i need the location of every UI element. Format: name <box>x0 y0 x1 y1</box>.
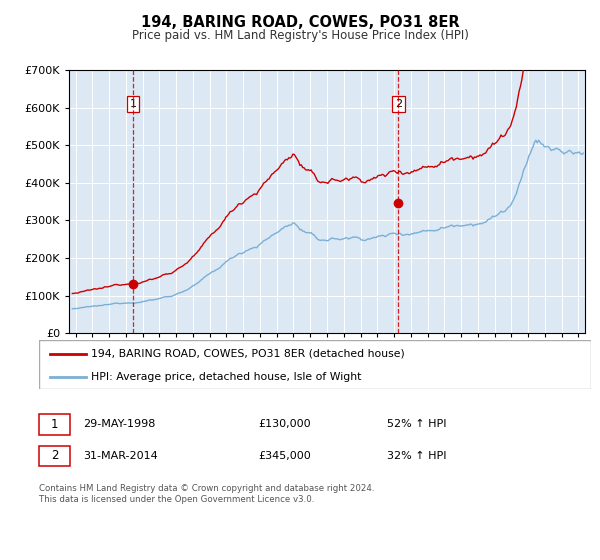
Text: 1: 1 <box>51 418 58 431</box>
Text: 52% ↑ HPI: 52% ↑ HPI <box>387 419 446 430</box>
Text: HPI: Average price, detached house, Isle of Wight: HPI: Average price, detached house, Isle… <box>91 372 362 382</box>
Text: 194, BARING ROAD, COWES, PO31 8ER: 194, BARING ROAD, COWES, PO31 8ER <box>140 15 460 30</box>
Text: £345,000: £345,000 <box>258 451 311 461</box>
Text: Contains HM Land Registry data © Crown copyright and database right 2024.
This d: Contains HM Land Registry data © Crown c… <box>39 484 374 504</box>
Text: 2: 2 <box>395 99 402 109</box>
Text: 1: 1 <box>130 99 136 109</box>
Text: 31-MAR-2014: 31-MAR-2014 <box>83 451 158 461</box>
Text: £130,000: £130,000 <box>258 419 311 430</box>
Text: 29-MAY-1998: 29-MAY-1998 <box>83 419 156 430</box>
Text: 194, BARING ROAD, COWES, PO31 8ER (detached house): 194, BARING ROAD, COWES, PO31 8ER (detac… <box>91 349 405 359</box>
Text: 32% ↑ HPI: 32% ↑ HPI <box>387 451 446 461</box>
Text: Price paid vs. HM Land Registry's House Price Index (HPI): Price paid vs. HM Land Registry's House … <box>131 29 469 42</box>
Text: 2: 2 <box>51 449 58 463</box>
